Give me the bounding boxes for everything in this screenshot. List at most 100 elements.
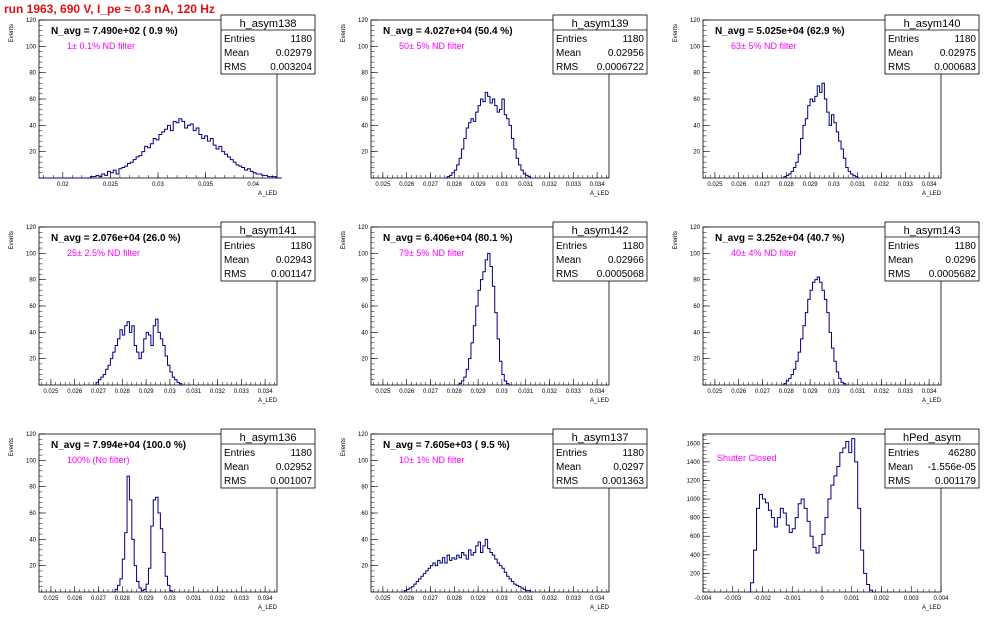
stats-value: 0.02966 xyxy=(608,255,645,266)
stats-title: h_asym143 xyxy=(904,225,961,237)
y-tick-label: 120 xyxy=(358,432,369,438)
stats-value: 0.001179 xyxy=(935,476,976,487)
x-tick-label: 0.032 xyxy=(874,182,890,188)
filter-label: 40± 4% ND filter xyxy=(731,248,796,258)
y-tick-label: 60 xyxy=(693,97,700,103)
y-axis-label: Events xyxy=(341,231,347,249)
x-tick-label: 0.033 xyxy=(898,389,914,395)
histogram-series xyxy=(456,252,512,386)
x-tick-label: -0.003 xyxy=(724,596,742,602)
x-tick-label: 0.033 xyxy=(566,596,582,602)
filter-label: 79± 5% ND filter xyxy=(399,248,464,258)
stats-value: 1180 xyxy=(290,241,312,252)
stats-value: 0.02952 xyxy=(276,462,313,473)
y-tick-label: 100 xyxy=(26,251,37,257)
histogram-series xyxy=(444,91,533,179)
x-tick-label: 0.002 xyxy=(874,596,890,602)
stats-title: h_asym137 xyxy=(572,432,629,444)
stats-value: 0.0006722 xyxy=(597,62,645,73)
x-tick-label: 0.025 xyxy=(707,389,723,395)
x-tick-label: 0.029 xyxy=(803,182,819,188)
x-tick-label: 0.035 xyxy=(198,182,214,188)
navg-label: N_avg = 7.490e+02 ( 0.9 %) xyxy=(51,26,178,37)
x-tick-label: 0.034 xyxy=(922,182,938,188)
filter-label: 100% (No filter) xyxy=(67,455,130,465)
histogram-panel: 20 40 60 80 100 120 0.025 0.026 0.027 0.028 0.029 0… xyxy=(9,428,316,611)
stats-value: 0.0005068 xyxy=(597,269,645,280)
histogram-panel: 20 40 60 80 100 120 0.025 0.026 0.027 0.028 0.029 0… xyxy=(341,14,648,197)
histogram-panel: 20 40 60 80 100 120 0.025 0.026 0.027 0.028 0.029 0… xyxy=(341,221,648,404)
histogram-series xyxy=(401,538,533,593)
x-tick-label: 0.026 xyxy=(731,182,747,188)
y-tick-label: 80 xyxy=(693,71,700,77)
x-tick-label: 0.025 xyxy=(43,389,59,395)
histogram-panel: 20 40 60 80 100 120 0.025 0.026 0.027 0.028 0.029 0… xyxy=(9,221,316,404)
y-tick-label: 20 xyxy=(29,150,36,156)
navg-label: N_avg = 7.605e+03 ( 9.5 %) xyxy=(383,440,510,451)
y-tick-label: 120 xyxy=(26,18,37,24)
histogram-panel: 200 400 600 800 1000 1200 1400 1600 -0.004 -0.003… xyxy=(687,428,980,611)
y-tick-label: 80 xyxy=(361,485,368,491)
y-axis-label: Events xyxy=(341,24,347,42)
stats-value: 1180 xyxy=(622,241,644,252)
stats-label: Entries xyxy=(888,448,919,459)
x-tick-label: -0.004 xyxy=(694,596,712,602)
stats-label: RMS xyxy=(556,269,579,280)
y-axis-label: Events xyxy=(673,24,679,42)
y-tick-label: 20 xyxy=(693,150,700,156)
stats-value: 1180 xyxy=(954,34,976,45)
y-tick-label: 20 xyxy=(361,564,368,570)
stats-value: 0.0297 xyxy=(613,462,644,473)
filter-label: 63± 5% ND filter xyxy=(731,41,796,51)
x-tick-label: 0.029 xyxy=(471,182,487,188)
y-tick-label: 800 xyxy=(690,516,701,522)
x-axis-label: A_LED xyxy=(922,605,942,611)
x-tick-label: 0.032 xyxy=(210,389,226,395)
navg-label: N_avg = 3.252e+04 (40.7 %) xyxy=(715,233,845,244)
x-axis-label: A_LED xyxy=(258,191,278,197)
y-tick-label: 400 xyxy=(690,553,701,559)
y-tick-label: 200 xyxy=(690,571,701,577)
y-tick-label: 1400 xyxy=(687,460,701,466)
y-tick-label: 40 xyxy=(29,537,36,543)
stats-title: h_asym138 xyxy=(240,18,297,30)
stats-label: Mean xyxy=(556,462,581,473)
stats-label: Entries xyxy=(224,448,255,459)
x-tick-label: 0.029 xyxy=(471,596,487,602)
y-tick-label: 120 xyxy=(358,18,369,24)
x-tick-label: 0.03 xyxy=(828,389,840,395)
y-axis-label: Events xyxy=(9,231,15,249)
y-tick-label: 60 xyxy=(29,511,36,517)
stats-label: RMS xyxy=(556,476,579,487)
x-tick-label: 0.032 xyxy=(874,389,890,395)
x-tick-label: 0.032 xyxy=(542,596,558,602)
y-tick-label: 80 xyxy=(361,71,368,77)
stats-box xyxy=(884,221,980,282)
y-tick-label: 40 xyxy=(693,123,700,129)
histogram-series xyxy=(112,475,175,593)
histogram-series xyxy=(39,118,282,179)
x-tick-label: 0.03 xyxy=(152,182,164,188)
x-tick-label: 0.032 xyxy=(210,596,226,602)
y-tick-label: 60 xyxy=(29,97,36,103)
x-tick-label: 0.031 xyxy=(518,596,534,602)
x-tick-label: -0.001 xyxy=(784,596,802,602)
y-tick-label: 40 xyxy=(693,330,700,336)
x-tick-label: 0.026 xyxy=(399,182,415,188)
y-tick-label: 120 xyxy=(26,225,37,231)
y-tick-label: 40 xyxy=(361,123,368,129)
x-tick-label: 0.031 xyxy=(186,389,202,395)
stats-value: 0.0296 xyxy=(945,255,976,266)
x-tick-label: 0.027 xyxy=(91,596,107,602)
filter-label: 1± 0.1% ND filter xyxy=(67,41,135,51)
x-tick-label: 0.031 xyxy=(186,596,202,602)
x-tick-label: 0.025 xyxy=(375,596,391,602)
stats-label: Mean xyxy=(888,255,913,266)
x-tick-label: 0.001 xyxy=(844,596,860,602)
histogram-panel: 20 40 60 80 100 120 0.025 0.026 0.027 0.028 0.029 0… xyxy=(341,428,648,611)
x-tick-label: 0.028 xyxy=(447,182,463,188)
stats-box xyxy=(884,14,980,75)
filter-label: 10± 1% ND filter xyxy=(399,455,464,465)
x-tick-label: 0.034 xyxy=(258,596,274,602)
